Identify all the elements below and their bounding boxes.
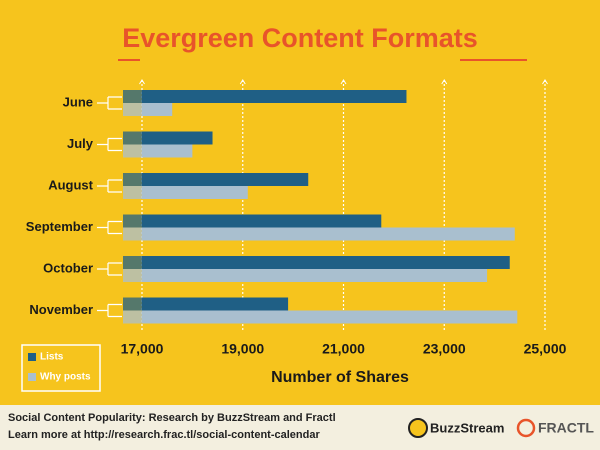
bar: [142, 90, 407, 103]
logo-icon: [516, 418, 536, 438]
y-tick-label: August: [48, 177, 93, 192]
bar: [142, 297, 289, 311]
label-connector: [97, 137, 122, 152]
bar-stub: [123, 214, 142, 228]
bar-stub: [123, 131, 142, 145]
footer-line: Learn more at http://research.frac.tl/so…: [8, 429, 320, 441]
bar: [142, 186, 248, 199]
bar-stub: [123, 90, 142, 103]
x-tick-label: 21,000: [322, 341, 365, 357]
bar-stub: [123, 256, 142, 269]
x-tick-label: 19,000: [221, 341, 264, 357]
title-backing: [140, 20, 460, 64]
x-axis-label: Number of Shares: [271, 369, 409, 386]
bar: [142, 269, 488, 282]
chart-title: Evergreen Content Formats: [122, 23, 478, 53]
bar-stub: [123, 103, 142, 116]
legend-label: Why posts: [40, 372, 91, 383]
grid-arrow: [542, 79, 548, 85]
logo-icon: [408, 418, 428, 438]
bar: [142, 144, 193, 158]
bar: [142, 310, 518, 324]
label-connector: [97, 303, 122, 318]
x-tick-label: 23,000: [423, 341, 466, 357]
grid-arrow: [441, 79, 448, 85]
legend-swatch: [28, 373, 36, 381]
bar: [142, 256, 510, 269]
grid-arrow: [139, 79, 145, 85]
bar: [142, 214, 382, 228]
bar-stub: [123, 144, 142, 158]
label-connector: [97, 220, 122, 235]
y-tick-label: November: [29, 302, 93, 317]
logo: FRACTL: [538, 420, 594, 436]
bar: [142, 173, 309, 186]
label-connector: [97, 96, 122, 110]
background: [0, 0, 600, 405]
grid-arrow: [340, 79, 347, 85]
legend-box: [21, 344, 101, 392]
bar-stub: [123, 269, 142, 282]
legend-label: Lists: [40, 352, 64, 363]
bar: [142, 131, 213, 145]
footer-band: [0, 405, 600, 450]
bar-stub: [123, 297, 142, 311]
y-tick-label: July: [67, 136, 94, 151]
legend-swatch: [28, 353, 36, 361]
bar-stub: [123, 186, 142, 199]
y-tick-label: June: [63, 94, 93, 109]
x-tick-label: 25,000: [524, 341, 567, 357]
x-tick-label: 17,000: [121, 341, 164, 357]
label-connector: [97, 179, 122, 193]
bar: [142, 227, 515, 241]
bar: [142, 103, 173, 116]
bar-stub: [123, 173, 142, 186]
grid-arrow: [239, 79, 246, 85]
bar-stub: [123, 227, 142, 241]
y-tick-label: October: [43, 260, 93, 275]
y-tick-label: September: [26, 219, 93, 234]
footer-line: Social Content Popularity: Research by B…: [8, 412, 336, 424]
label-connector: [97, 262, 122, 276]
bar-stub: [123, 310, 142, 324]
logo: BuzzStream: [430, 420, 504, 435]
